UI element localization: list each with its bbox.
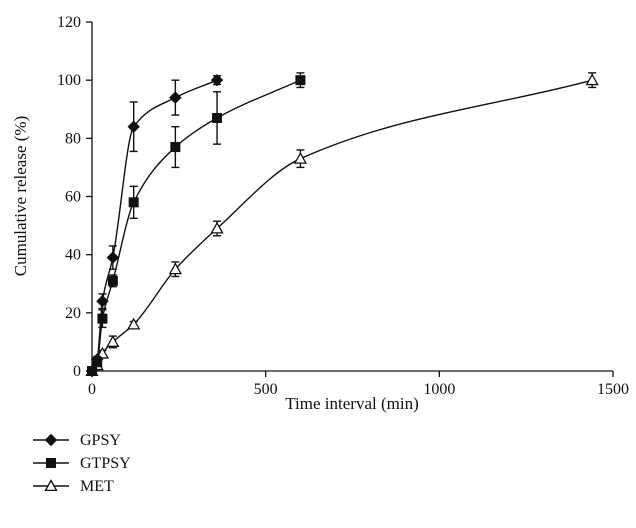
data-point-gpsy — [106, 251, 120, 264]
y-tick-label: 100 — [57, 72, 81, 89]
y-axis-title: Cumulative release (%) — [11, 116, 30, 277]
legend-label: MET — [80, 478, 114, 495]
data-point-gpsy — [127, 120, 140, 133]
data-point-met — [585, 73, 599, 86]
data-point-gpsy — [210, 73, 224, 87]
legend-item-met: MET — [33, 478, 114, 495]
y-tick-label: 0 — [73, 363, 81, 380]
data-point-gtpsy — [97, 313, 108, 324]
data-point-met — [168, 262, 182, 275]
series-line-met — [91, 79, 593, 372]
data-point-gtpsy — [107, 275, 118, 286]
x-tick-label: 500 — [254, 381, 278, 398]
legend-marker-met — [44, 479, 58, 492]
x-tick-label: 1500 — [597, 381, 629, 398]
data-point-gtpsy — [212, 112, 223, 123]
data-point-gpsy — [85, 364, 99, 378]
series-line-gtpsy — [91, 79, 301, 372]
data-point-gpsy — [96, 294, 109, 308]
legend-marker-gpsy — [44, 433, 58, 447]
legend-item-gpsy: GPSY — [33, 432, 121, 449]
series-gpsy — [85, 73, 224, 378]
data-point-met — [127, 317, 141, 330]
data-point-gtpsy — [128, 197, 139, 208]
y-tick-label: 120 — [57, 14, 81, 31]
data-point-gpsy — [91, 353, 104, 366]
data-point-met — [293, 151, 308, 164]
legend: GPSY GTPSY MET — [33, 432, 131, 495]
data-point-gtpsy — [295, 75, 306, 86]
x-axis-title: Time interval (min) — [285, 394, 418, 413]
axes: 0 500 1000 1500 0 20 40 60 80 100 120 — [57, 14, 629, 398]
y-tick-label: 80 — [65, 130, 81, 147]
data-point-met — [210, 221, 224, 234]
series-gtpsy — [87, 72, 306, 376]
legend-label: GTPSY — [80, 455, 131, 472]
data-point-gpsy — [169, 91, 182, 104]
series-met — [85, 72, 599, 377]
y-tick-label: 20 — [65, 305, 81, 322]
data-point-met — [106, 335, 120, 347]
legend-marker-gtpsy — [46, 458, 56, 468]
y-tick-label: 60 — [65, 189, 81, 206]
data-point-gtpsy — [170, 142, 181, 153]
series-layer — [85, 72, 599, 378]
series-line-gpsy — [91, 79, 218, 372]
legend-item-gtpsy: GTPSY — [33, 455, 131, 472]
x-tick-label: 0 — [88, 381, 96, 398]
data-point-met — [95, 346, 110, 359]
y-tick-label: 40 — [65, 247, 81, 264]
x-tick-label: 1000 — [423, 381, 455, 398]
legend-label: GPSY — [80, 432, 121, 449]
